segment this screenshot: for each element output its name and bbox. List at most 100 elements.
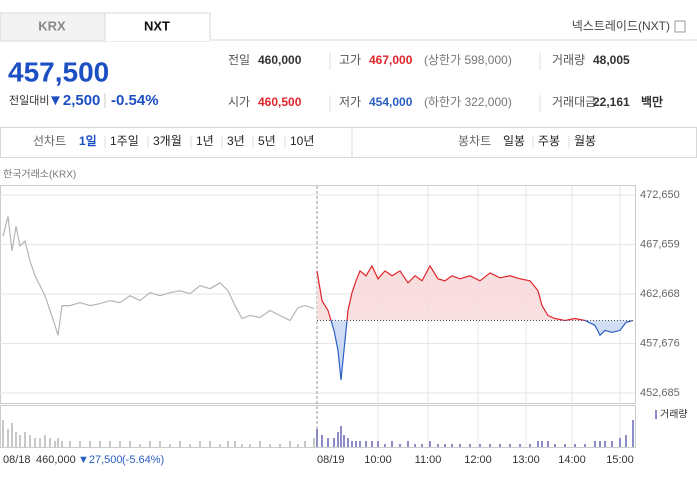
volume-bar — [289, 441, 291, 447]
volume-bar — [61, 441, 63, 447]
period-tab[interactable]: 주봉 — [538, 134, 560, 148]
volume-bar — [541, 441, 543, 447]
volume-bar — [119, 441, 121, 447]
volume-bar — [451, 444, 453, 447]
footer-change-pct: (-5.64%) — [122, 454, 164, 466]
y-tick-label: 452,685 — [640, 387, 680, 399]
volume-bar — [199, 441, 201, 447]
volume-bar — [24, 432, 26, 447]
stat-label: 거래량 — [552, 53, 585, 67]
price-line — [2, 216, 315, 336]
volume-bar — [359, 441, 361, 447]
area-fill — [317, 265, 633, 380]
volume-bar — [384, 444, 386, 447]
volume-bar — [316, 429, 318, 447]
volume-bar — [365, 441, 367, 447]
period-tab[interactable]: 5년 — [258, 134, 276, 148]
stat-label: 시가 — [228, 95, 250, 109]
stat-value: 460,000 — [258, 53, 302, 67]
stat-note: (하한가 322,000) — [424, 95, 512, 109]
exchange-link[interactable]: 넥스트레이드(NXT) — [572, 19, 670, 33]
volume-bar — [11, 423, 13, 447]
stat-value: 48,005 — [593, 53, 630, 67]
stat-value: 460,500 — [258, 95, 302, 109]
tab-label[interactable]: NXT — [144, 18, 170, 33]
volume-bar — [599, 441, 601, 447]
volume-bar — [109, 441, 111, 447]
period-tab[interactable]: 일봉 — [503, 134, 525, 148]
stat-value: 467,000 — [369, 53, 413, 67]
volume-bar — [564, 444, 566, 447]
volume-bar — [479, 444, 481, 447]
tab-label[interactable]: KRX — [38, 18, 66, 33]
volume-bar — [537, 441, 539, 447]
volume-bar — [340, 426, 342, 447]
source-label: 한국거래소(KRX) — [3, 169, 76, 181]
volume-bar — [44, 435, 46, 447]
volume-bar — [619, 438, 621, 447]
volume-bar — [554, 444, 556, 447]
volume-bar — [19, 435, 21, 447]
volume-bar — [89, 441, 91, 447]
stat-label: 고가 — [339, 53, 361, 67]
volume-bar — [7, 429, 9, 447]
y-tick-label: 472,650 — [640, 189, 680, 201]
chart: 한국거래소(KRX) 472,650 467,659 462,668 457,676 45… — [0, 169, 688, 466]
volume-bar — [149, 441, 151, 447]
legend-swatch — [655, 410, 657, 419]
volume-bar — [29, 435, 31, 447]
volume-frame — [0, 405, 636, 448]
volume-bar — [337, 432, 339, 447]
volume-bar — [371, 441, 373, 447]
volume-bar — [529, 444, 531, 447]
volume-bar — [414, 444, 416, 447]
volume-bar — [39, 438, 41, 447]
footer-change: ▼27,500 — [78, 454, 123, 466]
tab-active[interactable] — [104, 12, 211, 42]
x-tick-label: 13:00 — [512, 454, 540, 466]
volume-bar — [437, 444, 439, 447]
volume-bar — [219, 444, 221, 447]
volume-bar — [227, 441, 229, 447]
volume-bar — [179, 441, 181, 447]
volume-bar — [57, 438, 59, 447]
volume-bar — [489, 444, 491, 447]
period-tab[interactable]: 3개월 — [153, 134, 182, 148]
volume-bar — [604, 441, 606, 447]
period-tab[interactable]: 1년 — [196, 134, 214, 148]
volume-bar — [54, 441, 56, 447]
footer-close: 460,000 — [36, 454, 76, 466]
period-tab[interactable]: 3년 — [227, 134, 245, 148]
volume-bar — [34, 438, 36, 447]
volume-bar — [209, 441, 211, 447]
volume-bar — [611, 441, 613, 447]
volume-bar — [279, 444, 281, 447]
volume-bar — [304, 441, 306, 447]
volume-bar — [333, 438, 335, 447]
volume-bar — [343, 435, 345, 447]
change-pct: -0.54% — [111, 92, 159, 109]
x-tick-label: 14:00 — [558, 454, 586, 466]
period-tab[interactable]: 10년 — [290, 134, 314, 148]
volume-bar — [99, 441, 101, 447]
period-tab[interactable]: 1주일 — [110, 134, 139, 148]
volume-bar — [234, 441, 236, 447]
y-tick-label: 457,676 — [640, 337, 680, 349]
stat-label: 저가 — [339, 95, 361, 109]
period-tab[interactable]: 월봉 — [574, 134, 596, 148]
volume-bar — [469, 444, 471, 447]
volume-bar — [139, 444, 141, 447]
volume-bar — [351, 441, 353, 447]
volume-bar — [399, 444, 401, 447]
x-tick-label: 10:00 — [364, 454, 392, 466]
link-icon[interactable] — [674, 20, 686, 33]
period-tabs: 선차트 1일 1주일 3개월 1년 3년 5년 10년 봉차트 일봉 주봉 월봉 — [33, 134, 596, 148]
volume-bar — [79, 441, 81, 447]
volume-bar — [509, 444, 511, 447]
x-tick-label: 12:00 — [464, 454, 492, 466]
stat-label: 전일 — [228, 53, 250, 67]
change-label: 전일대비 — [9, 93, 49, 107]
period-tab[interactable]: 1일 — [79, 134, 97, 148]
stats: 전일 460,000 고가 467,000 (상한가 598,000) 거래량 … — [228, 53, 663, 112]
